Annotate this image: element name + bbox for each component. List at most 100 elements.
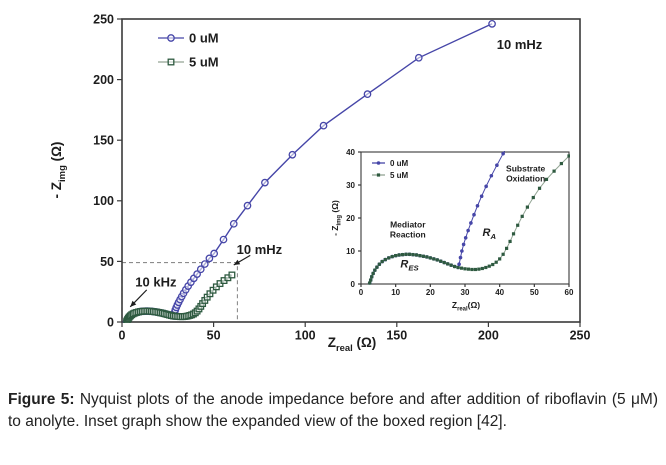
x-tick-label: 150 [386,329,407,343]
data-point-square [397,253,401,257]
data-point-circle [489,173,494,178]
figure-label: Figure 5: [8,391,75,408]
inset-plot: 0 10 20 30 40 50 60 0 10 20 30 40 Zreal(Ω) - Zimg (Ω)… [330,58,579,315]
data-point-square [484,265,488,270]
data-point-circle [469,221,473,225]
y-tick-label: 150 [93,134,114,148]
data-point-square [425,255,429,259]
data-point-square [401,253,405,257]
data-point-circle [551,58,555,62]
arrowhead-icon [233,259,241,266]
annotation-label: 10 mHz [497,37,543,52]
data-point-circle [479,194,484,199]
data-point-square [456,265,460,270]
x-tick-label: 20 [426,288,435,297]
x-tick-label: 30 [461,288,470,297]
data-point-square [377,262,381,266]
y-tick-label: 30 [346,181,355,190]
x-tick-label: 0 [359,288,364,297]
main-plot-y-axis-label: - Zimg (Ω) [49,142,68,199]
data-point-circle [376,161,381,165]
data-point-circle [319,121,328,130]
data-point-circle [488,19,496,28]
x-tick-label: 100 [295,329,316,343]
data-point-square [394,254,398,258]
main-plot-frame [121,18,581,323]
figure-area: 0 50 100 150 200 250 0 50 100 150 200 250 Zreal (Ω) -… [49,12,590,353]
data-point-circle [457,262,461,267]
y-tick-label: 0 [107,315,114,329]
data-point-square [167,58,175,66]
y-tick-label: 0 [351,280,356,289]
x-tick-label: 50 [530,288,539,297]
data-point-circle [495,163,499,167]
arrowhead-icon [130,300,137,307]
data-point-square [537,186,542,190]
data-point-square [432,257,436,261]
data-point-square [508,239,512,244]
annotation-label: Oxidation [506,174,545,184]
inset-plot-legend: 0 uM 5 uM [372,159,409,180]
data-point-square [477,267,481,271]
data-point-square [525,205,529,209]
data-point-square [531,195,535,200]
data-point-circle [475,203,480,208]
inset-plot-series-5-um [368,154,570,285]
annotation: 10 mHz [497,37,543,52]
data-point-square [428,256,432,260]
data-point-square [370,275,374,279]
data-point-square [459,266,464,270]
data-point-square [390,255,394,259]
data-point-circle [484,184,488,189]
data-point-square [418,254,422,258]
annotation-label: 10 mHz [237,242,283,257]
data-point-square [487,264,491,268]
main-plot-legend: 0 uM 5 uM [158,31,219,70]
data-point-square [439,259,443,263]
data-point-square [491,262,495,267]
data-point-square [446,262,450,266]
annotation: RA [483,227,497,241]
data-point-square [520,214,524,218]
data-point-circle [196,265,205,274]
annotation-label: Reaction [390,230,426,240]
inset-plot-y-axis-label: - Zimg (Ω) [330,200,342,236]
data-point-square [387,256,391,260]
data-point-square [544,177,549,181]
data-point-square [505,246,509,250]
data-point-circle [472,212,476,217]
data-point-square [516,223,520,227]
main-plot-x-axis-label: Zreal (Ω) [328,335,377,354]
y-tick-label: 40 [346,148,355,157]
legend-label: 5 uM [390,171,409,180]
x-tick-label: 200 [478,329,499,343]
data-point-square [559,161,563,166]
x-tick-label: 250 [570,329,591,343]
data-point-circle [243,201,252,210]
data-point-square [228,271,236,279]
x-tick-label: 50 [207,329,221,343]
data-point-square [421,254,425,258]
data-point-square [494,260,498,264]
data-point-circle [463,236,468,240]
legend-label: 0 uM [390,159,409,168]
data-point-circle [219,235,228,244]
data-point-square [470,267,474,272]
data-point-square [375,265,379,269]
data-point-circle [461,242,466,247]
data-point-circle [508,139,512,143]
y-tick-label: 250 [93,12,114,26]
x-tick-label: 10 [391,288,400,297]
y-tick-label: 50 [100,255,114,269]
y-tick-label: 10 [346,247,355,256]
x-tick-label: 60 [565,288,574,297]
annotation: RES [400,259,419,273]
data-point-circle [460,249,464,253]
data-point-square [435,258,439,262]
data-point-square [371,271,375,276]
